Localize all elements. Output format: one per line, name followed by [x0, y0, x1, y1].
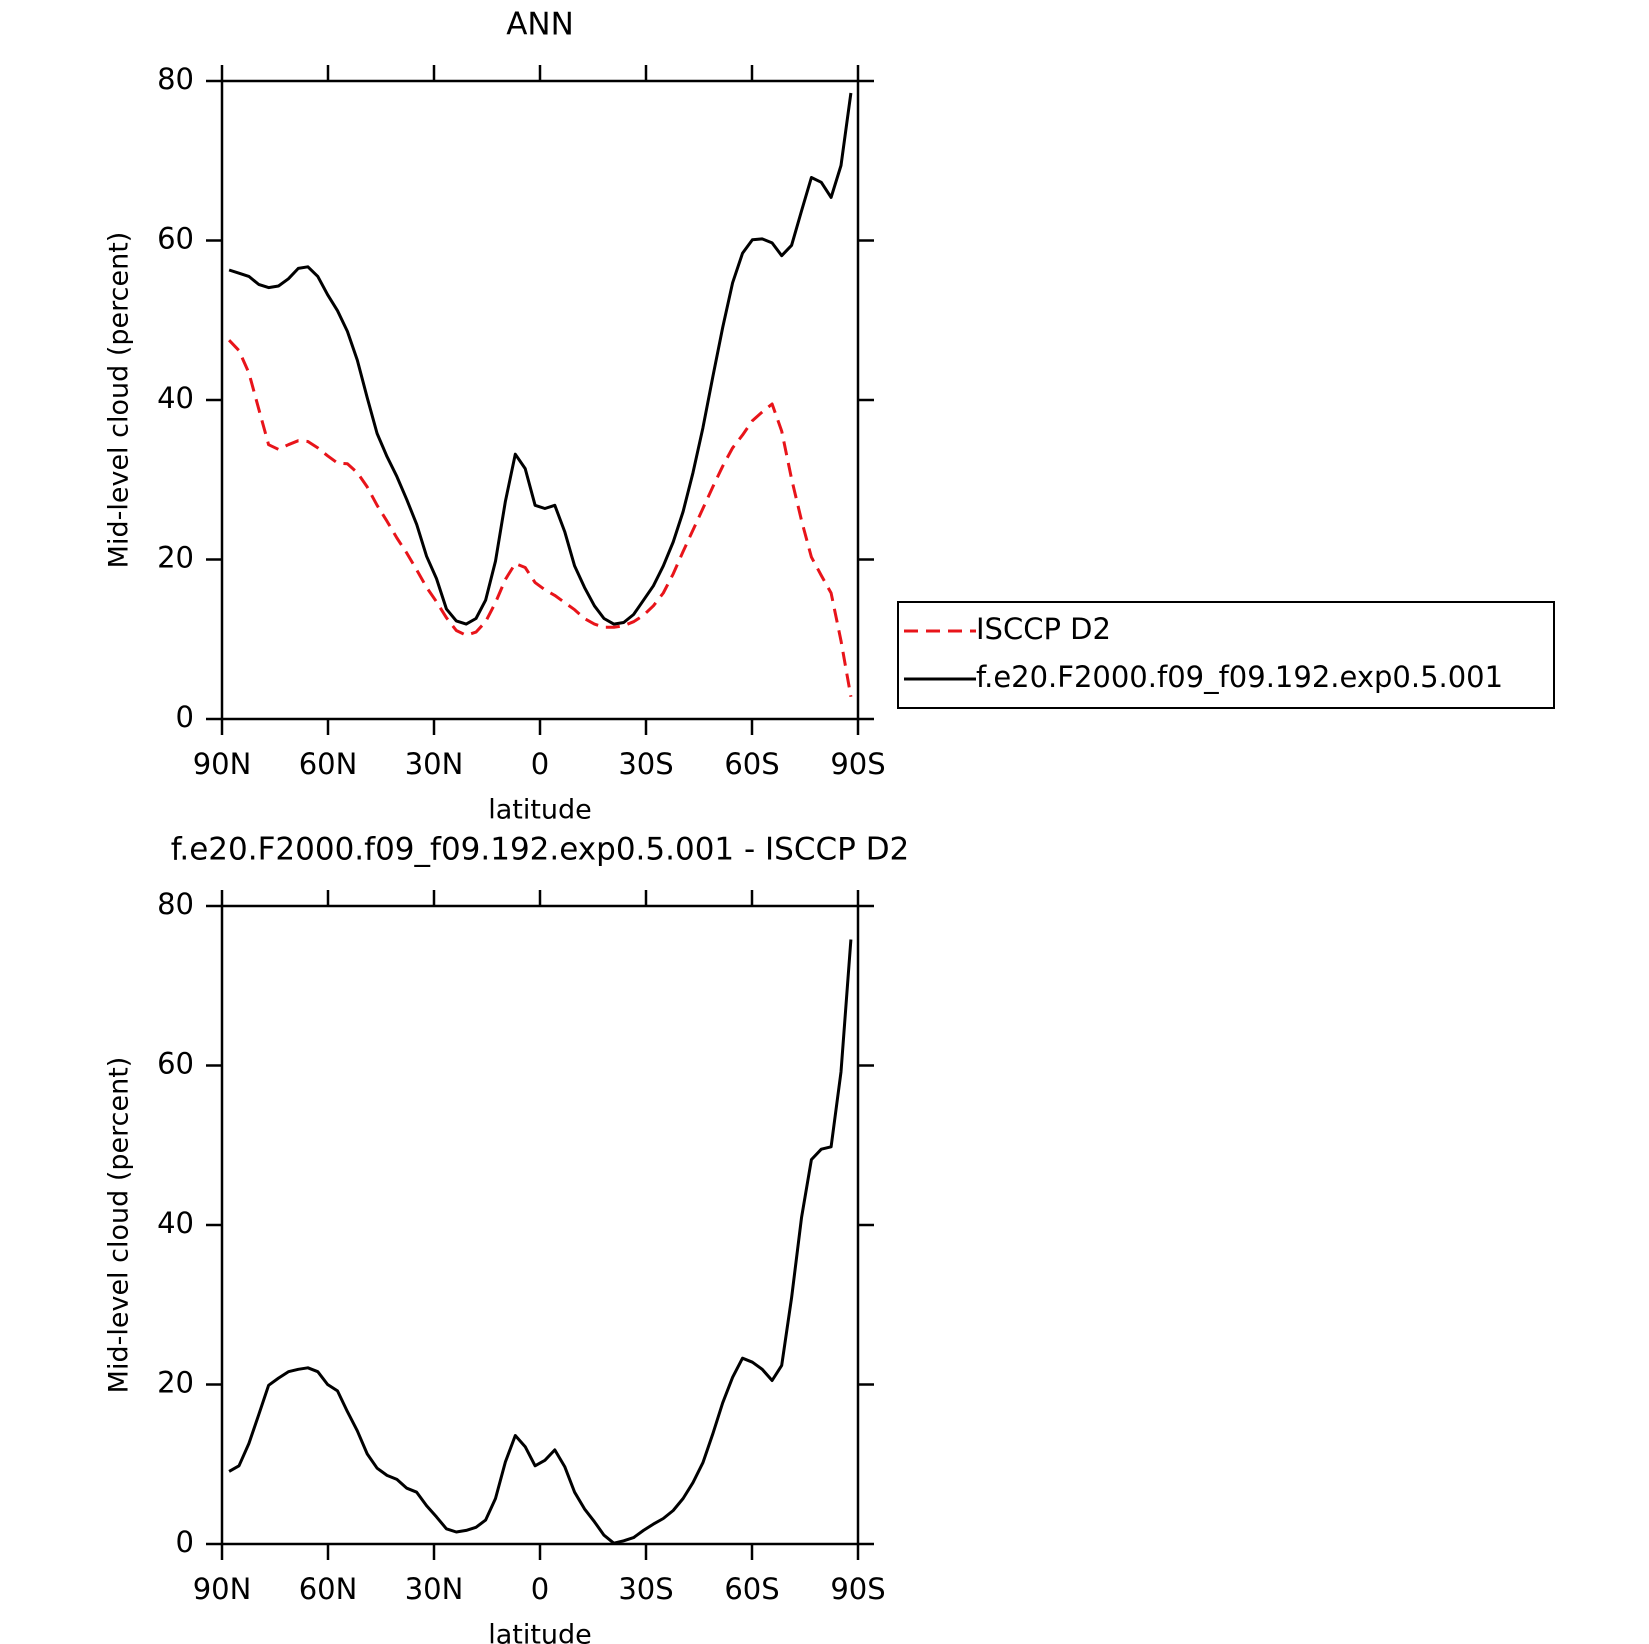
y-tick-label: 40: [157, 381, 194, 415]
y-tick-label: 80: [157, 62, 194, 96]
legend: ISCCP D2 f.e20.F2000.f09_f09.192.exp0.5.0…: [897, 601, 1555, 709]
data-line: [228, 339, 853, 697]
x-tick-label: 90S: [830, 747, 885, 781]
x-tick-label: 90S: [830, 1572, 885, 1606]
x-tick-label: 0: [531, 747, 549, 781]
x-axis-label: latitude: [488, 1620, 592, 1644]
plot-frame: [220, 79, 860, 721]
y-tick-label: 20: [157, 1366, 194, 1400]
panel: f.e20.F2000.f09_f09.192.exp0.5.001 - ISC…: [104, 832, 910, 1644]
x-tick-label: 60S: [724, 1572, 779, 1606]
y-tick-label: 40: [157, 1206, 194, 1240]
x-tick-label: 30N: [405, 747, 464, 781]
x-tick-label: 60N: [299, 1572, 358, 1606]
legend-box: [897, 601, 1555, 709]
x-tick-label: 90N: [193, 1572, 252, 1606]
chart-title: f.e20.F2000.f09_f09.192.exp0.5.001 - ISC…: [171, 832, 910, 868]
x-tick-label: 90N: [193, 747, 252, 781]
x-axis-label: latitude: [488, 795, 592, 826]
panel: ANN 0 20 40 60 80 90N 60N 30N 0 30S 60S 90S latitude M…: [104, 7, 1555, 826]
legend-label: ISCCP D2: [976, 612, 1111, 646]
data-line: [228, 92, 853, 626]
y-axis-label: Mid-level cloud (percent): [104, 1057, 135, 1394]
x-tick-label: 60N: [299, 747, 358, 781]
plot-frame: [220, 904, 860, 1546]
legend-label: f.e20.F2000.f09_f09.192.exp0.5.001: [976, 660, 1503, 694]
y-tick-label: 60: [157, 222, 194, 256]
x-tick-label: 30N: [405, 1572, 464, 1606]
y-tick-label: 20: [157, 541, 194, 575]
x-tick-label: 30S: [618, 747, 673, 781]
y-tick-label: 0: [176, 700, 194, 734]
y-tick-label: 0: [176, 1525, 194, 1559]
x-tick-label: 0: [531, 1572, 549, 1606]
x-tick-label: 30S: [618, 1572, 673, 1606]
y-tick-label: 60: [157, 1047, 194, 1081]
y-tick-label: 80: [157, 887, 194, 921]
x-tick-label: 60S: [724, 747, 779, 781]
y-axis-label: Mid-level cloud (percent): [104, 232, 135, 569]
chart-title: ANN: [506, 7, 574, 43]
data-line: [228, 939, 853, 1545]
